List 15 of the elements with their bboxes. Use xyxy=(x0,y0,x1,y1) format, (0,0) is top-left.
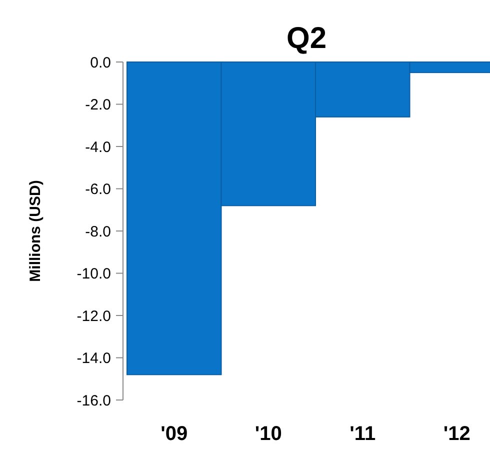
y-axis-title: Millions (USD) xyxy=(27,180,44,282)
y-tick-label: -8.0 xyxy=(85,223,111,240)
y-tick-label: -4.0 xyxy=(85,138,111,156)
y-tick-label: -16.0 xyxy=(76,392,111,410)
y-tick-label: -6.0 xyxy=(85,181,111,198)
y-tick-label: -12.0 xyxy=(76,308,111,325)
x-tick-label: '10 xyxy=(254,423,282,445)
x-tick-label: '11 xyxy=(350,423,376,445)
y-tick-label: -14.0 xyxy=(76,350,111,367)
x-tick-label: '12 xyxy=(443,423,470,445)
y-tick-label: -10.0 xyxy=(76,266,111,282)
y-tick-label: -2.0 xyxy=(85,96,111,114)
chart-title: Q2 xyxy=(286,22,327,55)
y-tick-label: 0.0 xyxy=(90,54,111,72)
x-tick-label: '09 xyxy=(160,423,188,445)
